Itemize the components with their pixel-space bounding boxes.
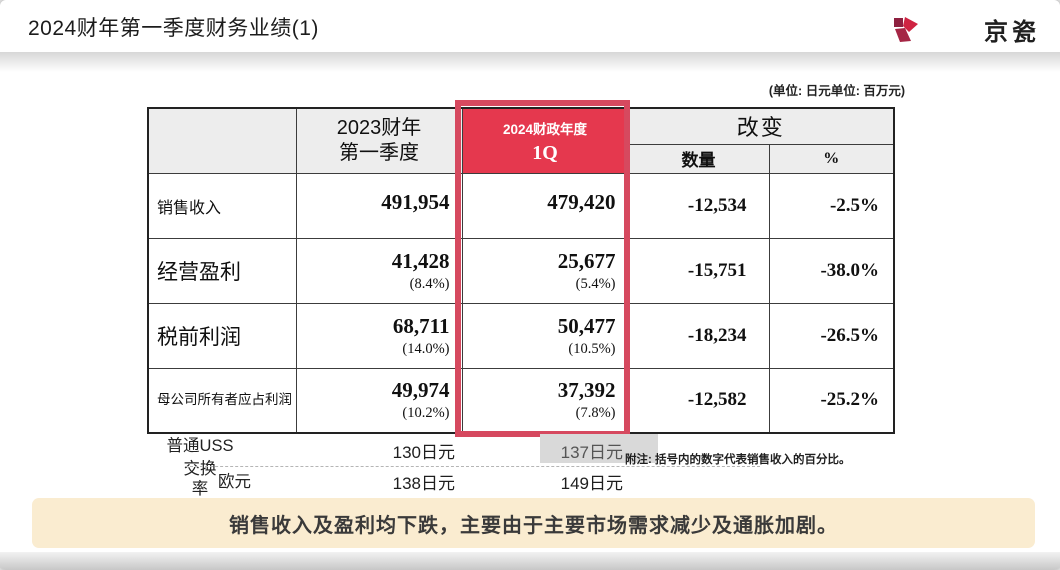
summary-banner-text: 销售收入及盈利均下跌，主要由于主要市场需求减少及通胀加剧。 [229,514,838,537]
corner-blank-cell [147,107,297,174]
bottom-edge-shadow [0,552,1060,570]
exchange-rows-divider [185,466,760,467]
kyocera-logo-icon [894,16,918,42]
col-header-change: 改变 [627,107,895,145]
col-header-change-amount: 数量 [627,143,770,174]
table-row-operating-profit: 经营盈利 41,428 (8.4%) 25,677 (5.4%) -15,751 -… [147,237,895,304]
eur-rate-fy2024: 149日元 [560,474,623,493]
header-divider [0,52,1060,72]
logo: 京瓷 [892,12,1040,47]
exchange-rate-label: 普通USS 交换 率 [166,437,234,498]
usd-rate-fy2024: 137日元 [560,443,623,462]
unit-note: (单位: 日元单位: 百万元) [768,84,905,98]
usd-rate-fy2023: 130日元 [392,443,455,462]
financial-table-wrap: 2023财年 第一季度 2024财政年度 1Q 改变 数量 % 销售收入 491… [147,107,896,434]
company-name: 京瓷 [984,19,1040,46]
page-title: 2024财年第一季度财务业绩(1) [28,17,319,40]
footnote: 附注: 括号内的数字代表销售收入的百分比。 [625,454,851,466]
eur-label: 欧元 [218,473,251,491]
table-row-profit-attributable-to-owners: 母公司所有者应占利润 49,974 (10.2%) 37,392 (7.8%) -1… [147,367,895,434]
financial-results-table: 2023财年 第一季度 2024财政年度 1Q 改变 数量 % 销售收入 491… [147,107,896,434]
table-row-sales: 销售收入 491,954 479,420 -12,534 -2.5% [147,172,895,239]
col-header-fy2024: 2024财政年度 1Q [461,107,629,174]
col-header-fy2023: 2023财年 第一季度 [295,107,463,174]
eur-rate-fy2023: 138日元 [392,474,455,493]
table-row-pretax-profit: 税前利润 68,711 (14.0%) 50,477 (10.5%) -18,234… [147,302,895,369]
col-header-change-pct: % [768,143,895,174]
usd-2024-backdrop [540,434,658,463]
summary-banner: 销售收入及盈利均下跌，主要由于主要市场需求减少及通胀加剧。 [32,498,1035,548]
